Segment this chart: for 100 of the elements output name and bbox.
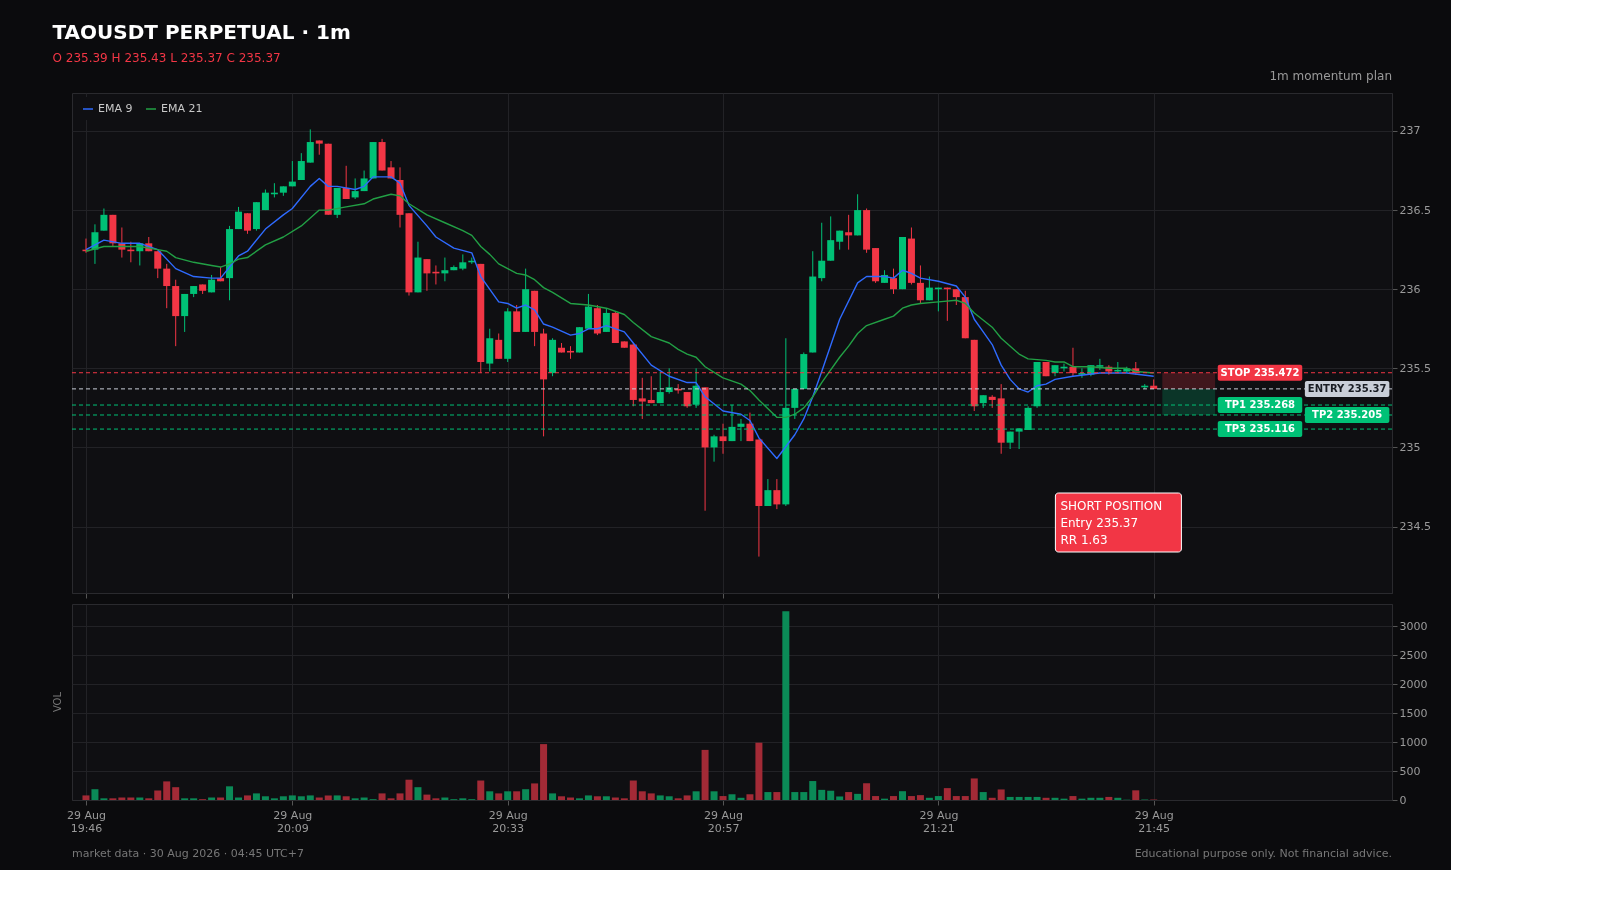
bar <box>414 787 422 800</box>
candlestick <box>719 423 727 455</box>
bar <box>342 796 350 800</box>
x-tick-label: 29 Aug 20:09 <box>273 808 313 835</box>
ref-line-label: ENTRY 235.37 <box>1307 382 1387 394</box>
candlestick <box>181 293 189 333</box>
bar <box>423 794 431 800</box>
y-tick-label: 236.5 <box>1399 203 1431 217</box>
bar <box>1006 796 1014 800</box>
bar <box>1015 796 1023 800</box>
bar <box>172 787 180 800</box>
bar <box>764 792 772 800</box>
bar <box>647 793 655 800</box>
bar <box>836 796 844 800</box>
bar <box>719 796 727 800</box>
bar <box>584 795 592 800</box>
bar <box>486 791 494 800</box>
bar <box>782 611 790 800</box>
bar <box>1024 796 1032 800</box>
bar <box>791 792 799 800</box>
bar <box>279 796 287 800</box>
candlestick <box>584 293 592 330</box>
bar <box>333 795 341 800</box>
bar <box>809 781 817 800</box>
candlestick <box>351 177 359 200</box>
bar <box>827 790 835 800</box>
bar <box>1042 797 1050 800</box>
candlestick <box>845 214 853 251</box>
y-tick-label: 235 <box>1399 440 1421 454</box>
y-tick-label: 234.5 <box>1399 520 1431 534</box>
x-tick-label: 29 Aug 19:46 <box>66 808 106 835</box>
candlestick <box>513 304 521 333</box>
candlestick <box>647 375 655 404</box>
candlestick <box>818 222 826 282</box>
bar <box>1114 797 1122 800</box>
candlestick <box>163 263 171 309</box>
bar <box>306 795 314 800</box>
bar <box>540 744 548 800</box>
text: 1m momentum plan <box>1269 69 1392 83</box>
bar <box>925 797 933 800</box>
chart-title: TAOUSDT PERPETUAL · 1m <box>52 19 351 44</box>
y-tick-label: 2500 <box>1399 648 1428 662</box>
candlestick <box>890 268 898 295</box>
bar <box>692 791 700 800</box>
bar <box>863 783 871 800</box>
bar <box>504 791 512 800</box>
bar <box>710 791 718 800</box>
bar <box>1069 796 1077 800</box>
candlestick <box>342 165 350 200</box>
candlestick <box>441 257 449 282</box>
ref-line-label: TP2 235.205 <box>1312 408 1383 420</box>
legend-label: EMA 9 <box>98 102 133 115</box>
chart-subtitle: O 235.39 H 235.43 L 235.37 C 235.37 <box>52 50 281 65</box>
y-tick-label: 500 <box>1399 764 1421 778</box>
y-tick-label: 1000 <box>1399 735 1428 749</box>
bar <box>934 796 942 800</box>
bar <box>324 795 332 800</box>
x-tick-label: 29 Aug 21:21 <box>919 808 959 835</box>
bar <box>531 783 539 800</box>
candlestick <box>100 208 108 232</box>
bar <box>91 789 99 800</box>
candlestick <box>773 478 781 510</box>
bar <box>773 792 781 800</box>
bar <box>1105 796 1113 800</box>
ref-line-label: TP1 235.268 <box>1224 399 1296 411</box>
candlestick <box>423 258 431 292</box>
candlestick <box>1096 358 1104 371</box>
bar <box>297 796 305 800</box>
bar <box>1087 797 1095 800</box>
candlestick <box>638 377 646 420</box>
bar <box>82 795 90 800</box>
bar <box>378 793 386 800</box>
bar <box>755 742 763 800</box>
bar <box>163 781 171 800</box>
y-tick-label: 2000 <box>1399 677 1428 691</box>
bar <box>898 791 906 800</box>
bar <box>988 797 996 800</box>
ref-line-label: TP3 235.116 <box>1224 423 1296 435</box>
candlestick <box>710 434 718 463</box>
bar <box>261 796 269 800</box>
bar <box>638 791 646 800</box>
bar <box>558 796 566 800</box>
annotation: RR 1.63 <box>1060 533 1108 547</box>
annotation: SHORT POSITION <box>1060 499 1163 513</box>
annotation: Entry 235.37 <box>1060 516 1139 530</box>
bar <box>1096 797 1104 800</box>
bar <box>513 791 521 800</box>
bar <box>602 796 610 800</box>
x-tick-label: 29 Aug 20:33 <box>488 808 528 835</box>
bar <box>916 795 924 800</box>
bar <box>243 795 251 800</box>
bar <box>952 796 960 800</box>
bar <box>252 793 260 800</box>
text: market data · 30 Aug 2026 · 04:45 UTC+7 <box>72 847 304 860</box>
bar <box>154 790 162 800</box>
ref-line-label: STOP 235.472 <box>1220 366 1300 378</box>
bar <box>800 792 808 800</box>
candlestick <box>297 152 305 181</box>
candlestick <box>306 128 314 164</box>
candlestick <box>764 478 772 507</box>
